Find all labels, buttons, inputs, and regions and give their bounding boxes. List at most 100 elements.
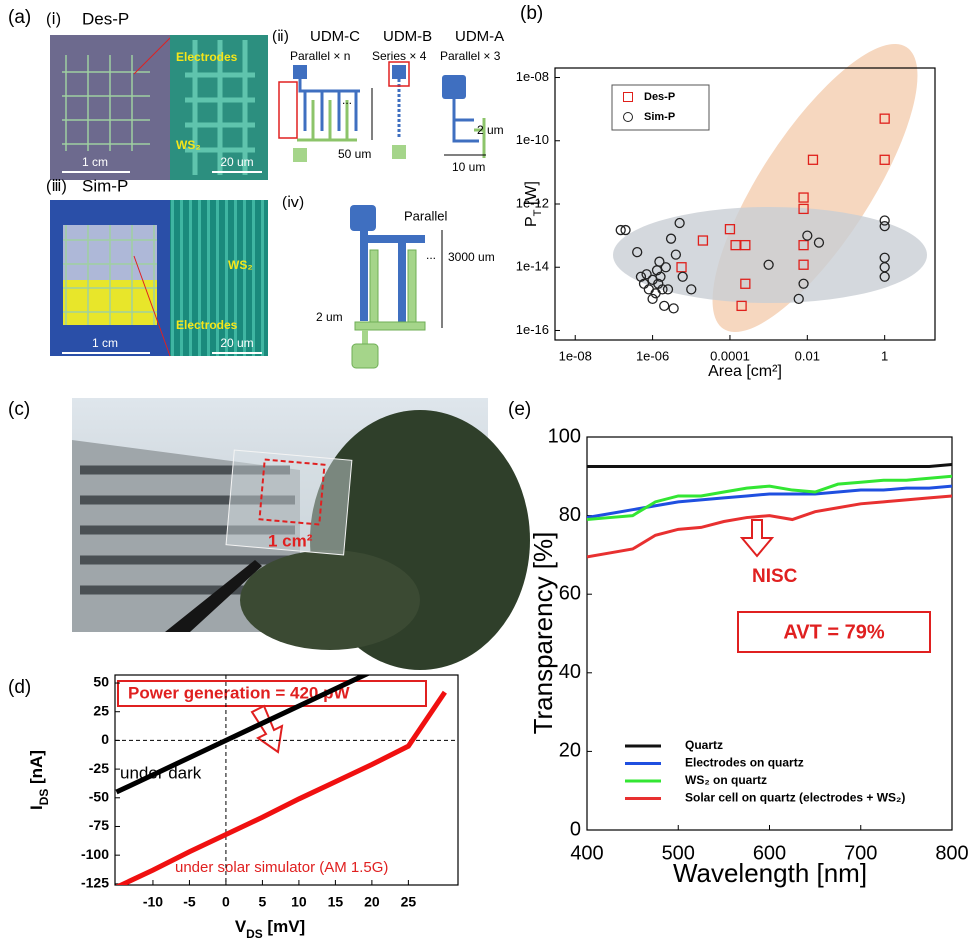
x-tick-label: 25 [401, 894, 417, 910]
panel-label: (a) [8, 7, 31, 28]
x-axis-label-part: [mV] [263, 917, 306, 936]
callout: Electrodes [176, 318, 238, 332]
y-tick-label: 60 [559, 582, 581, 604]
sub-title: Des-P [82, 9, 129, 28]
scale-label: 20 um [220, 155, 253, 169]
figure: (a) (ⅰ) Des-P Electrodes WS₂ 1 cm 20 um … [0, 0, 974, 942]
dimension: 2 um [477, 123, 504, 137]
annotation: 1 cm² [268, 531, 313, 550]
ellipsis: ... [342, 93, 352, 107]
x-tick-label: 0.01 [795, 348, 820, 363]
dimension: 3000 um [448, 250, 495, 264]
legend-label: Electrodes on quartz [685, 756, 804, 770]
y-axis-label: IDS [nA] [27, 750, 51, 810]
legend-label: Solar cell on quartz (electrodes + WS₂) [685, 791, 905, 805]
callout: WS₂ [176, 138, 201, 152]
x-tick-label: 10 [291, 894, 307, 910]
y-tick-label: -125 [81, 875, 109, 891]
y-axis-label: Transparency [%] [528, 532, 558, 735]
x-tick-label: 1e-06 [636, 348, 669, 363]
micrograph [170, 200, 268, 356]
annotation: AVT = 79% [783, 621, 885, 643]
series-line [587, 496, 952, 557]
x-tick-label: 5 [259, 894, 267, 910]
x-axis-label: Area [cm²] [708, 363, 782, 380]
x-tick-label: -10 [143, 894, 163, 910]
callout: WS₂ [228, 258, 253, 272]
sub-numeral: (ⅱ) [272, 28, 289, 45]
y-tick-label: -50 [89, 788, 109, 804]
x-tick-label: 1e-08 [559, 348, 592, 363]
config: Parallel × n [290, 49, 350, 63]
dimension: 10 um [452, 160, 485, 174]
sub-numeral: (ⅰ) [46, 11, 61, 28]
schematic [350, 205, 442, 368]
dimension: 50 um [338, 147, 371, 161]
point [669, 304, 678, 313]
panel-label: (b) [520, 3, 543, 24]
point [660, 301, 669, 310]
device-grid [62, 55, 150, 151]
x-tick-label: 0.0001 [710, 348, 750, 363]
panel-label: (e) [508, 399, 531, 420]
y-tick-label: 50 [93, 674, 109, 690]
x-tick-label: 15 [328, 894, 344, 910]
design: UDM-B [383, 28, 432, 45]
design: UDM-C [310, 28, 360, 45]
config: Parallel [404, 208, 447, 223]
legend-label: Des-P [644, 91, 675, 103]
scale-label: 20 um [220, 336, 253, 350]
arrow [742, 520, 772, 556]
config: Parallel × 3 [440, 49, 501, 63]
x-tick-label: 800 [935, 842, 968, 864]
y-tick-label: 0 [570, 818, 581, 840]
y-tick-label: 40 [559, 661, 581, 683]
legend-label: Quartz [685, 738, 723, 752]
x-tick-label: -5 [183, 894, 196, 910]
y-tick-label: 80 [559, 504, 581, 526]
x-tick-label: 0 [222, 894, 230, 910]
sub-title: Sim-P [82, 176, 128, 195]
sub-numeral: (ⅲ) [46, 178, 67, 195]
series-line [587, 465, 952, 467]
x-tick-label: 20 [364, 894, 380, 910]
y-tick-label: -25 [89, 760, 109, 776]
arrow [252, 706, 282, 752]
y-tick-label: -75 [89, 817, 109, 833]
x-tick-label: 1 [881, 348, 888, 363]
legend-label: Sim-P [644, 111, 675, 123]
x-axis-label-part: V [235, 917, 247, 936]
panel-label: (c) [8, 399, 30, 420]
x-axis-label: VDS [mV] [235, 917, 305, 941]
point [644, 285, 653, 294]
y-tick-label: 0 [101, 731, 109, 747]
scale-label: 1 cm [82, 155, 108, 169]
y-axis-label-part: [nA] [27, 750, 46, 789]
x-axis-label: Wavelength [nm] [673, 858, 867, 888]
callout: Electrodes [176, 50, 238, 64]
sub-numeral: (ⅳ) [282, 194, 304, 211]
annotation: NISC [752, 566, 798, 587]
y-tick-label: 1e-14 [516, 259, 549, 274]
legend-label: WS₂ on quartz [685, 773, 767, 787]
y-tick-label: 1e-10 [516, 132, 549, 147]
x-axis-label-part: DS [246, 927, 263, 941]
device-grid [63, 225, 157, 325]
design: UDM-A [455, 28, 504, 45]
series-line [587, 476, 952, 519]
annotation: under solar simulator (AM 1.5G) [175, 859, 388, 876]
y-tick-label: 20 [559, 740, 581, 762]
y-tick-label: 100 [548, 425, 581, 447]
dimension: 2 um [316, 310, 343, 324]
config: Series × 4 [372, 49, 427, 63]
x-tick-label: 400 [570, 842, 603, 864]
panel-label: (d) [8, 677, 31, 698]
y-tick-label: 1e-16 [516, 322, 549, 337]
schematic [279, 62, 486, 162]
y-axis-label-part: [W] [523, 181, 540, 209]
ellipsis: ... [426, 248, 436, 262]
y-tick-label: -100 [81, 846, 109, 862]
y-tick-label: 25 [93, 702, 109, 718]
scale-label: 1 cm [92, 336, 118, 350]
y-tick-label: 1e-08 [516, 69, 549, 84]
